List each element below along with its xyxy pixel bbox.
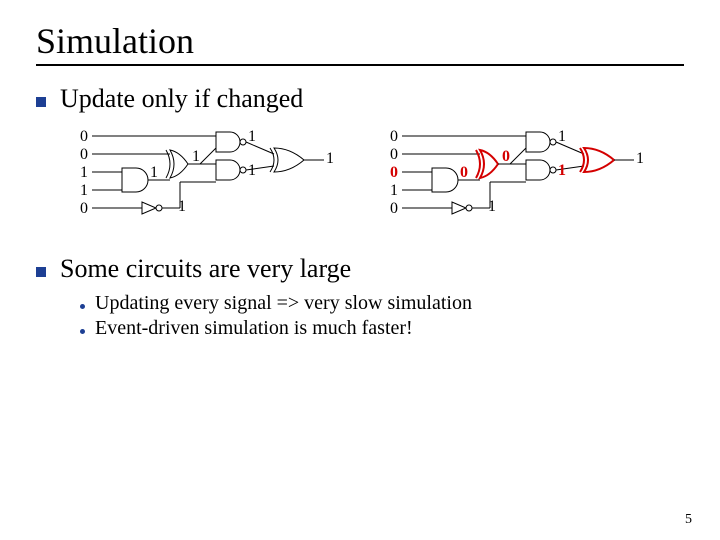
in3: 1 — [390, 182, 398, 200]
in4: 0 — [390, 200, 398, 218]
in0: 0 — [390, 128, 398, 146]
in1: 0 — [390, 146, 398, 164]
final-out: 1 — [636, 150, 644, 168]
page-title: Simulation — [36, 20, 684, 66]
bullet-square-icon — [36, 267, 46, 277]
in3: 1 — [80, 182, 88, 200]
in1: 0 — [80, 146, 88, 164]
circuit-left-svg — [80, 124, 360, 234]
final-out: 1 — [326, 150, 334, 168]
bullet-text: Some circuits are very large — [60, 254, 351, 284]
bullet-update: Update only if changed — [36, 84, 684, 114]
bullet-list-2: Some circuits are very large Updating ev… — [36, 254, 684, 340]
and-out: 1 — [150, 164, 158, 182]
nand2-out: 1 — [558, 162, 566, 180]
bullet-text: Update only if changed — [60, 84, 303, 114]
sub-bullet-1: Updating every signal => very slow simul… — [80, 292, 684, 315]
not-out: 1 — [178, 198, 186, 216]
nand1-out: 1 — [558, 128, 566, 146]
and-out: 0 — [460, 164, 468, 182]
slide: Simulation Update only if changed — [0, 0, 720, 340]
sub-bullet-text: Updating every signal => very slow simul… — [95, 292, 472, 315]
page-number: 5 — [685, 512, 692, 528]
not-out: 1 — [488, 198, 496, 216]
nand2-out: 1 — [248, 162, 256, 180]
bullet-dot-icon — [80, 329, 85, 334]
bullet-list: Update only if changed — [36, 84, 684, 114]
circuit-diagrams: 0 0 1 1 0 1 1 1 1 1 1 — [80, 124, 684, 234]
in0: 0 — [80, 128, 88, 146]
sub-bullet-2: Event-driven simulation is much faster! — [80, 317, 684, 340]
in2-changed: 0 — [390, 164, 398, 182]
bullet-dot-icon — [80, 304, 85, 309]
in4: 0 — [80, 200, 88, 218]
circuit-right: 0 0 0 1 0 0 1 0 1 1 1 — [390, 124, 670, 234]
xor-out: 0 — [502, 148, 510, 166]
circuit-right-svg — [390, 124, 670, 234]
xor-out: 1 — [192, 148, 200, 166]
bullet-square-icon — [36, 97, 46, 107]
circuit-left: 0 0 1 1 0 1 1 1 1 1 1 — [80, 124, 360, 234]
nand1-out: 1 — [248, 128, 256, 146]
in2: 1 — [80, 164, 88, 182]
bullet-large: Some circuits are very large — [36, 254, 684, 284]
sub-bullet-text: Event-driven simulation is much faster! — [95, 317, 413, 340]
